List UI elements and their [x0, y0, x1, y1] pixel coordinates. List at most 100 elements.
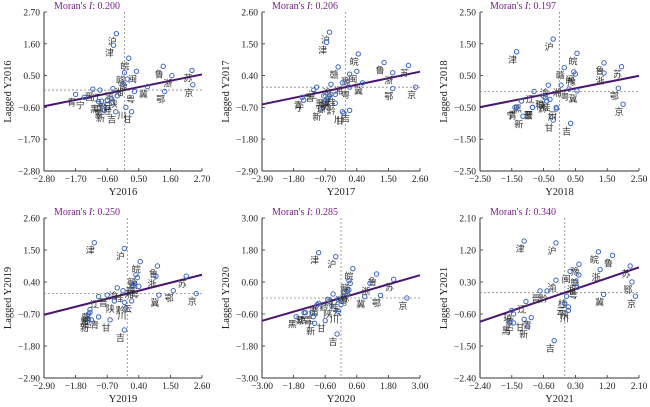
regression-line	[261, 70, 421, 106]
data-point	[565, 307, 572, 314]
y-tick-label: −1.50	[454, 136, 476, 146]
point-label: 湘	[567, 284, 576, 296]
point-label: 京	[188, 296, 197, 308]
point-label: 晋	[305, 93, 314, 104]
y-tick-label: 1.50	[241, 40, 258, 50]
data-point	[153, 273, 159, 279]
point-label: 云	[548, 111, 557, 121]
point-label: 闽	[128, 73, 137, 85]
point-label: 晋	[524, 110, 533, 121]
point-label: 晋	[532, 294, 541, 305]
point-label: 川	[330, 315, 339, 325]
data-point	[412, 84, 419, 90]
x-tick-label: 1.60	[162, 175, 179, 185]
data-point	[309, 309, 315, 316]
x-tick-label: −2.80	[33, 175, 55, 185]
point-label: 甘	[516, 321, 525, 333]
data-point	[627, 263, 633, 269]
data-point	[136, 283, 142, 290]
point-label: 陕	[106, 303, 115, 315]
data-point	[521, 238, 527, 244]
point-label: 津	[310, 256, 319, 267]
x-tick-label: 1.80	[380, 382, 397, 392]
data-point	[328, 91, 334, 98]
data-point	[131, 280, 138, 287]
point-label: 浙	[148, 278, 157, 290]
point-label: 湘	[125, 288, 134, 300]
data-point	[156, 292, 162, 298]
point-label: 沪	[108, 36, 117, 48]
point-label: 苏	[178, 278, 187, 290]
y-axis-label: Lagged Y2018	[439, 60, 450, 122]
data-point	[520, 113, 526, 120]
point-label: 津	[105, 48, 114, 59]
data-point	[126, 55, 132, 61]
x-tick-label: −2.40	[469, 382, 491, 392]
y-axis-label: Lagged Y2016	[3, 60, 14, 122]
data-point	[85, 317, 92, 323]
point-label: 苏	[613, 69, 622, 81]
point-label: 粤	[126, 94, 135, 106]
data-point	[313, 84, 320, 90]
point-label: 晋	[99, 298, 108, 309]
scatter-panel-4: −2.90 −1.80 −0.70 0.40 1.50 2.60 2.60 1.50 0.40 −…	[3, 207, 211, 405]
point-label: 吉	[107, 115, 116, 126]
point-label: 陕	[323, 308, 332, 320]
point-label: 鄂	[165, 294, 174, 305]
point-label: 甘	[123, 114, 132, 126]
y-axis-label: Lagged Y2017	[221, 60, 232, 122]
x-tick-label: −1.80	[65, 382, 87, 392]
data-point	[405, 62, 412, 69]
point-label: 渝	[540, 87, 549, 99]
data-point	[124, 76, 131, 82]
point-label: 浙	[361, 285, 370, 297]
data-point	[523, 298, 529, 305]
x-tick-label: 1.50	[599, 175, 616, 185]
data-point	[574, 50, 580, 57]
point-label: 宁	[76, 99, 85, 111]
y-tick-label: −1.70	[18, 136, 40, 146]
data-point	[123, 104, 129, 111]
point-label: 青	[294, 99, 303, 111]
point-label: 吉	[341, 113, 350, 124]
data-point	[377, 292, 384, 299]
data-point	[329, 303, 335, 309]
x-tick-label: −1.80	[283, 382, 305, 392]
point-label: 冀	[150, 297, 159, 309]
point-label: 川	[117, 312, 126, 322]
data-point	[558, 82, 564, 88]
data-point	[300, 97, 307, 103]
x-tick-label: −1.50	[501, 175, 523, 185]
data-point	[601, 70, 607, 76]
point-label: 鄂	[372, 298, 381, 309]
point-label: 黔	[538, 103, 547, 115]
point-label: 赣	[330, 69, 339, 81]
point-label: 宁	[305, 319, 314, 331]
data-point	[404, 295, 410, 301]
point-label: 豫	[567, 76, 576, 88]
y-tick-label: 0.40	[23, 279, 40, 289]
point-label: 冀	[595, 296, 604, 308]
data-point	[550, 117, 556, 123]
data-point	[339, 80, 346, 86]
data-point	[346, 107, 353, 113]
point-label: 皖	[120, 60, 129, 72]
point-label: 赣	[556, 70, 565, 82]
point-label: 辽	[309, 308, 318, 319]
y-axis-label: Lagged Y2019	[3, 267, 14, 329]
point-label: 皖	[350, 56, 359, 68]
data-point	[87, 309, 93, 316]
point-label: 桂	[103, 105, 112, 117]
point-label: 赣	[340, 283, 349, 295]
y-tick-label: −0.60	[236, 311, 258, 321]
point-label: 赣	[116, 75, 125, 87]
x-tick-label: −0.60	[533, 382, 555, 392]
data-point	[609, 252, 616, 259]
point-label: 黔	[539, 293, 548, 305]
x-tick-label: −0.60	[96, 175, 118, 185]
point-label: 云	[556, 307, 565, 317]
point-label: 宁	[83, 322, 92, 334]
data-point	[328, 81, 334, 87]
point-label: 赣	[570, 277, 579, 289]
